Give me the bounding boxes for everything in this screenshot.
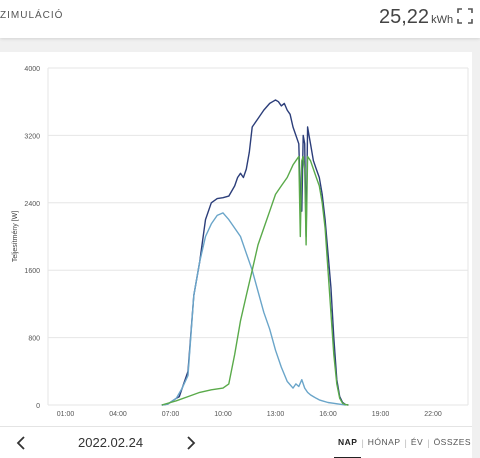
x-tick-label: 10:00 bbox=[214, 411, 232, 418]
y-tick-label: 4000 bbox=[24, 66, 40, 73]
y-tick-label: 3200 bbox=[24, 133, 40, 140]
tab-year[interactable]: ÉV bbox=[410, 437, 424, 447]
tab-all[interactable]: ÖSSZES bbox=[433, 437, 472, 447]
power-chart: 0 800 1600 2400 3200 4000 01:00 04:00 07:00 10:00… bbox=[0, 52, 472, 426]
chart-footer: 2022.02.24 NAP | HÓNAP | ÉV | ÖSSZES bbox=[0, 426, 472, 458]
tab-day[interactable]: NAP bbox=[334, 427, 362, 458]
energy-unit: kWh bbox=[431, 14, 454, 26]
series-line-1 bbox=[161, 212, 346, 406]
y-axis-label: Teljesítmény [W] bbox=[12, 211, 19, 262]
page-title: ZIMULÁCIÓ bbox=[0, 10, 64, 21]
tab-separator: | bbox=[361, 438, 364, 448]
period-tabs: NAP | HÓNAP | ÉV | ÖSSZES bbox=[334, 427, 475, 458]
chart-svg: 0 800 1600 2400 3200 4000 01:00 04:00 07:00 10:00… bbox=[12, 66, 469, 418]
chevron-left-icon[interactable] bbox=[12, 433, 30, 453]
tab-separator: | bbox=[404, 438, 407, 448]
chevron-right-icon[interactable] bbox=[182, 433, 200, 453]
x-tick-label: 07:00 bbox=[162, 411, 180, 418]
chart-card: 0 800 1600 2400 3200 4000 01:00 04:00 07:00 10:00… bbox=[0, 52, 472, 458]
energy-value: 25,22 bbox=[379, 6, 430, 28]
fullscreen-icon[interactable] bbox=[457, 8, 473, 24]
series-line-0 bbox=[161, 99, 349, 406]
y-tick-label: 1600 bbox=[24, 268, 40, 275]
header-bar: ZIMULÁCIÓ 25,22 kWh bbox=[0, 0, 480, 38]
x-tick-label: 22:00 bbox=[424, 411, 442, 418]
tab-month[interactable]: HÓNAP bbox=[367, 437, 401, 447]
x-tick-label: 04:00 bbox=[109, 411, 127, 418]
x-tick-label: 16:00 bbox=[319, 411, 337, 418]
y-tick-label: 800 bbox=[28, 336, 40, 343]
tab-separator: | bbox=[427, 438, 430, 448]
y-tick-label: 2400 bbox=[24, 201, 40, 208]
x-tick-label: 13:00 bbox=[267, 411, 285, 418]
series-line-2 bbox=[161, 155, 349, 406]
x-tick-label: 01:00 bbox=[57, 411, 75, 418]
y-tick-label: 0 bbox=[36, 403, 40, 410]
energy-total: 25,22 kWh bbox=[379, 6, 453, 29]
x-tick-label: 19:00 bbox=[372, 411, 390, 418]
date-label[interactable]: 2022.02.24 bbox=[78, 435, 144, 450]
